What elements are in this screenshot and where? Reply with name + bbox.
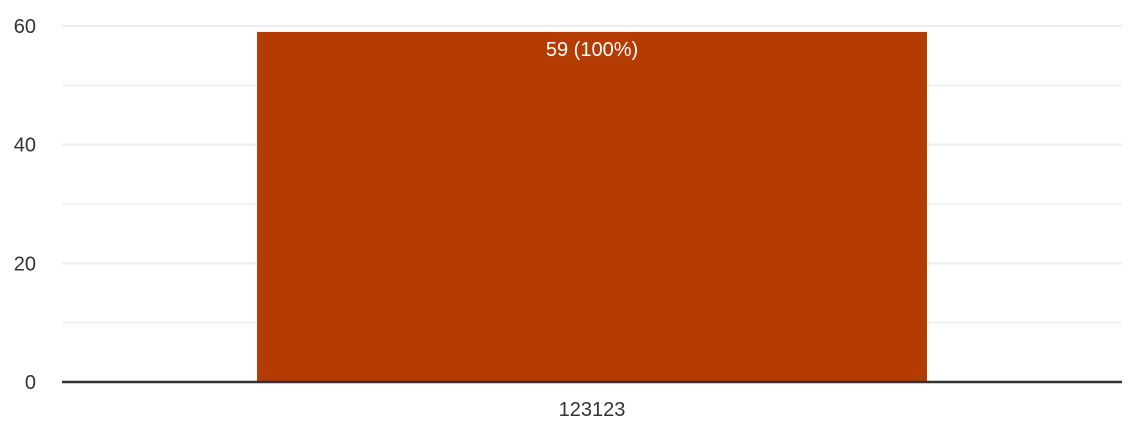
bar-data-label: 59 (100%) [546, 39, 638, 61]
labels: 0 20 40 60 59 (100%) 123123 [14, 16, 638, 421]
bars [257, 31, 927, 383]
y-tick-label: 0 [25, 372, 36, 394]
y-tick-label: 20 [14, 253, 36, 275]
bar [257, 31, 927, 383]
x-category-label: 123123 [559, 399, 626, 418]
y-tick-label: 40 [14, 135, 36, 157]
y-tick-label: 60 [14, 16, 36, 38]
